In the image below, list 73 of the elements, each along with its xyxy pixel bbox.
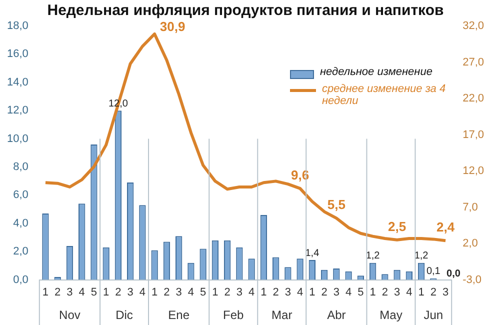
y-tick-label: 0,0 bbox=[13, 274, 28, 286]
y2-tick-label: 17,0 bbox=[462, 128, 484, 141]
x-tick-label: 1 bbox=[152, 286, 158, 298]
x-tick-label: 4 bbox=[188, 286, 194, 298]
x-tick-label: 1 bbox=[212, 286, 218, 298]
data-label: 1,4 bbox=[305, 248, 320, 259]
text: Jun bbox=[424, 308, 444, 322]
x-tick-label: 4 bbox=[296, 286, 304, 298]
x-tick-label: 2 bbox=[382, 286, 388, 298]
x-tick-label: 3 bbox=[236, 286, 242, 298]
x-tick-label: 3 bbox=[284, 286, 291, 298]
data-label: 2,4 bbox=[436, 220, 456, 235]
legend-label: среднее изменение за 4 недели bbox=[322, 83, 447, 107]
y2-tick-label: 22,0 bbox=[462, 92, 484, 105]
text: May bbox=[380, 308, 402, 322]
x-tick-label: 3 bbox=[394, 286, 400, 298]
y-tick-label: 14,0 bbox=[6, 76, 28, 88]
text: Feb bbox=[223, 308, 244, 322]
x-tick-label: 3 bbox=[442, 286, 449, 298]
x-tick-label: 1 bbox=[103, 286, 110, 298]
data-label: 1,2 bbox=[366, 250, 380, 262]
y2-tick-label: 32,0 bbox=[462, 20, 484, 32]
x-tick-label: 1 bbox=[42, 286, 49, 298]
text: Ene bbox=[168, 308, 190, 322]
x-tick-label: 1 bbox=[370, 286, 376, 298]
text: Abr bbox=[327, 308, 346, 322]
x-tick-label: 4 bbox=[406, 286, 412, 298]
y-tick-label: 16,0 bbox=[6, 48, 28, 60]
y2-tick-label: 27,0 bbox=[462, 56, 484, 68]
x-tick-label: 1 bbox=[418, 286, 424, 298]
text: Dic bbox=[116, 308, 133, 322]
x-tick-label: 2 bbox=[164, 286, 170, 298]
y2-tick-label: -3,0 bbox=[462, 274, 482, 286]
x-tick-label: 3 bbox=[66, 286, 73, 298]
data-label: 0,1 bbox=[426, 266, 441, 278]
data-label: 2,5 bbox=[388, 218, 406, 234]
x-tick-label: 1 bbox=[260, 286, 267, 298]
x-tick-label: 2 bbox=[430, 286, 436, 298]
data-label: 30,9 bbox=[160, 19, 186, 34]
y-tick-label: 18,0 bbox=[6, 20, 28, 32]
x-tick-label: 5 bbox=[358, 286, 364, 298]
data-label: 9,6 bbox=[291, 168, 310, 183]
x-tick-label: 3 bbox=[127, 286, 134, 298]
x-tick-label: 5 bbox=[200, 286, 206, 298]
x-tick-label: 2 bbox=[115, 286, 122, 298]
x-tick-label: 1 bbox=[309, 286, 316, 298]
y-tick-label: 6,0 bbox=[13, 189, 28, 202]
y-tick-label: 4,0 bbox=[13, 217, 28, 230]
x-tick-label: 2 bbox=[224, 286, 230, 298]
text: Mar bbox=[272, 308, 292, 322]
x-tick-label: 5 bbox=[90, 286, 98, 298]
y-tick-label: 12,0 bbox=[6, 104, 28, 117]
x-tick-label: 2 bbox=[54, 286, 61, 298]
y2-tick-label: 7,0 bbox=[462, 201, 478, 214]
x-tick-label: 4 bbox=[248, 286, 255, 298]
x-tick-label: 2 bbox=[321, 286, 328, 298]
x-tick-label: 3 bbox=[333, 286, 340, 298]
y2-tick-label: 12,0 bbox=[462, 165, 484, 178]
y-tick-label: 2,0 bbox=[13, 246, 28, 258]
data-label: 0,0 bbox=[446, 268, 461, 280]
y-tick-label: 8,0 bbox=[13, 161, 28, 174]
x-tick-label: 3 bbox=[176, 286, 182, 298]
x-tick-label: 4 bbox=[78, 286, 85, 298]
data-label: 1,2 bbox=[414, 250, 429, 262]
x-tick-label: 4 bbox=[139, 286, 146, 298]
chart-title: Недельная инфляция продуктов питания и напитков bbox=[46, 2, 445, 19]
y-tick-label: 10,0 bbox=[6, 132, 28, 145]
x-tick-label: 4 bbox=[345, 286, 352, 298]
y2-tick-label: 2,0 bbox=[462, 238, 478, 250]
legend-label: недельное изменение bbox=[320, 66, 432, 78]
x-tick-label: 2 bbox=[272, 286, 279, 298]
data-label: 5,5 bbox=[327, 197, 346, 212]
text: Nov bbox=[59, 308, 80, 322]
